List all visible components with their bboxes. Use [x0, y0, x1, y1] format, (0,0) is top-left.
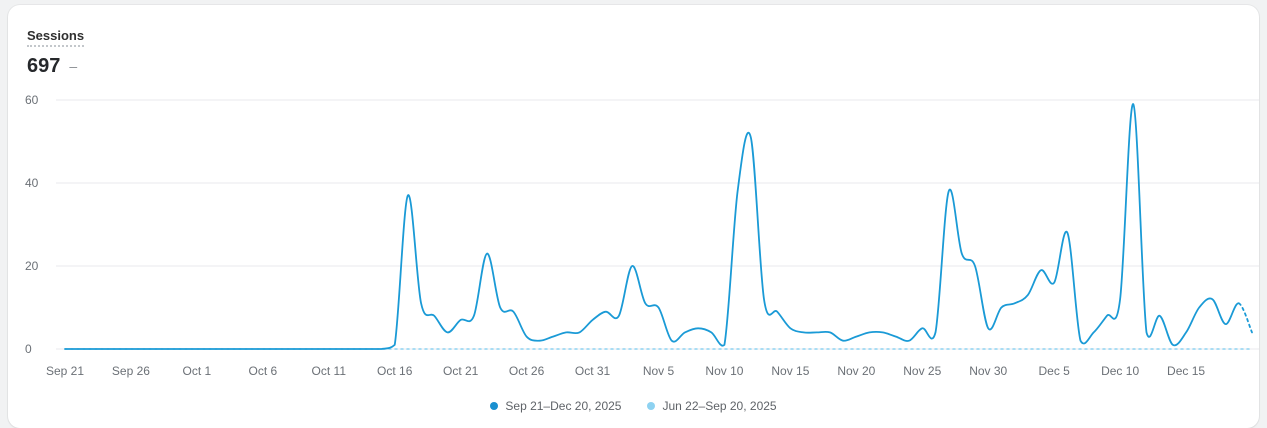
chart-legend: Sep 21–Dec 20, 2025 Jun 22–Sep 20, 2025 [8, 399, 1259, 413]
svg-text:60: 60 [25, 93, 39, 107]
sessions-chart-svg[interactable]: 0 20 40 60 Sep 21 Sep 26 Oct 1 Oct 6 Oct 11 Oct 1… [8, 88, 1259, 388]
metric-title[interactable]: Sessions [27, 28, 85, 47]
legend-dot [647, 402, 656, 410]
legend-dot [490, 402, 499, 410]
svg-text:Sep 26: Sep 26 [112, 364, 150, 378]
chart-area[interactable]: 0 20 40 60 Sep 21 Sep 26 Oct 1 Oct 6 Oct 11 Oct 1… [8, 88, 1259, 388]
legend-item-comparison: Jun 22–Sep 20, 2025 [647, 399, 777, 413]
svg-text:Nov 15: Nov 15 [771, 364, 809, 378]
card-header: Sessions 697 – [8, 5, 1259, 76]
svg-text:Oct 21: Oct 21 [443, 364, 479, 378]
legend-item-current: Sep 21–Dec 20, 2025 [490, 399, 621, 413]
svg-text:Sep 21: Sep 21 [46, 364, 84, 378]
sessions-chart-card: Sessions 697 – 0 20 40 60 Sep 21 Sep 26 Oct 1 O… [8, 5, 1259, 428]
svg-text:Nov 20: Nov 20 [837, 364, 875, 378]
svg-text:Nov 5: Nov 5 [643, 364, 675, 378]
svg-text:Nov 30: Nov 30 [969, 364, 1007, 378]
svg-text:Oct 11: Oct 11 [312, 364, 347, 378]
svg-text:Oct 16: Oct 16 [377, 364, 413, 378]
metric-change-indicator: – [69, 58, 78, 74]
svg-text:Nov 25: Nov 25 [903, 364, 941, 378]
svg-text:Dec 10: Dec 10 [1101, 364, 1139, 378]
svg-text:0: 0 [25, 342, 32, 356]
legend-label: Jun 22–Sep 20, 2025 [662, 399, 777, 413]
svg-text:Oct 1: Oct 1 [183, 364, 212, 378]
svg-text:Dec 15: Dec 15 [1167, 364, 1205, 378]
metric-value: 697 [27, 55, 61, 77]
svg-text:Oct 26: Oct 26 [509, 364, 545, 378]
svg-text:Oct 6: Oct 6 [248, 364, 277, 378]
svg-text:Dec 5: Dec 5 [1038, 364, 1070, 378]
svg-text:40: 40 [25, 176, 39, 190]
svg-text:Oct 31: Oct 31 [575, 364, 611, 378]
svg-text:Nov 10: Nov 10 [705, 364, 743, 378]
svg-text:20: 20 [25, 259, 39, 273]
legend-label: Sep 21–Dec 20, 2025 [505, 399, 622, 413]
